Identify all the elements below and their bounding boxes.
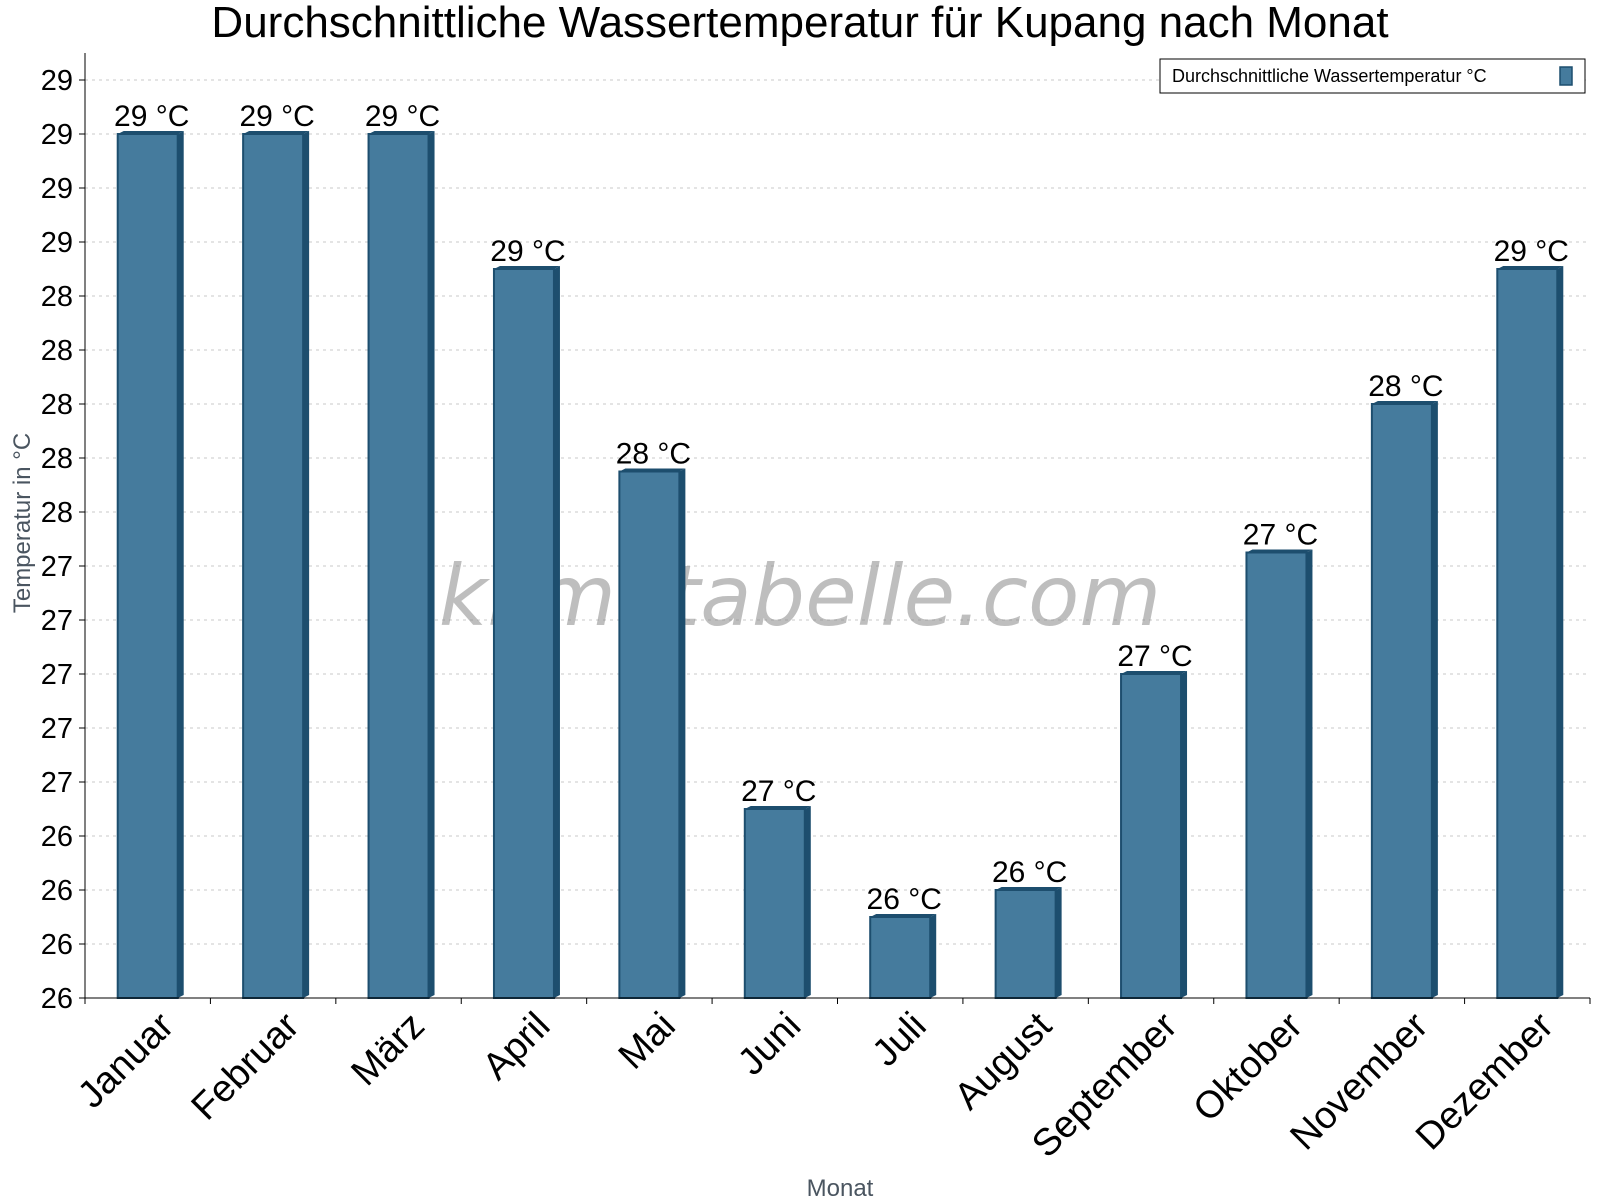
x-tick-label: April [475, 1005, 558, 1088]
x-axis-title: Monat [807, 1175, 874, 1200]
data-label: 26 °C [992, 856, 1067, 889]
data-label: 29 °C [114, 100, 189, 133]
bar [367, 133, 430, 999]
legend-label: Durchschnittliche Wassertemperatur °C [1172, 66, 1487, 86]
legend-box [1159, 58, 1586, 94]
y-axis-title: Temperatur in °C [9, 433, 36, 613]
y-tick-label: 27 [41, 767, 73, 799]
x-tick-label: Februar [184, 1004, 308, 1128]
y-tick-label: 29 [41, 173, 73, 205]
bar [492, 268, 555, 999]
chart-title: Durchschnittliche Wassertemperatur für K… [211, 0, 1388, 47]
y-tick-label: 26 [41, 929, 73, 961]
legend: Durchschnittliche Wassertemperatur °C [1159, 58, 1586, 94]
data-label: 29 °C [490, 235, 565, 268]
data-label: 26 °C [867, 883, 942, 916]
data-labels: 29 °C 29 °C 29 °C 29 °C 28 °C 27 °C 26 °C 26 °C… [114, 100, 1569, 916]
bar [994, 889, 1057, 999]
y-tick-label: 27 [41, 659, 73, 691]
bar-side [1557, 266, 1564, 998]
bar [242, 133, 305, 999]
bar-side [804, 806, 811, 998]
y-tick-label: 28 [41, 335, 73, 367]
bar-side [553, 266, 560, 998]
bar [116, 133, 179, 999]
grid-lines [85, 79, 1590, 945]
bar [618, 470, 681, 999]
bar-side [1181, 671, 1188, 998]
y-tick-label: 29 [41, 119, 73, 151]
bar-side [679, 468, 686, 998]
bar [743, 808, 806, 999]
y-tick-label: 28 [41, 443, 73, 475]
x-tick-label: August [947, 1004, 1061, 1118]
bar-side [303, 131, 310, 998]
data-label: 27 °C [1117, 640, 1192, 673]
y-tick-label: 28 [41, 389, 73, 421]
y-tick-label: 27 [41, 551, 73, 583]
data-label: 29 °C [239, 100, 314, 133]
data-label: 29 °C [365, 100, 440, 133]
x-tick-label: März [343, 1005, 432, 1094]
y-tick-label: 27 [41, 713, 73, 745]
bar [1496, 268, 1559, 999]
data-label: 28 °C [616, 438, 691, 471]
data-label: 27 °C [1243, 519, 1318, 552]
data-label: 29 °C [1494, 235, 1569, 268]
y-tick-label: 26 [41, 821, 73, 853]
y-tick-label: 26 [41, 983, 73, 1015]
bar-side [1306, 549, 1313, 998]
bar [1120, 673, 1183, 999]
bar [1245, 551, 1308, 999]
bar-side [177, 131, 184, 998]
x-tick-label: Mai [611, 1005, 684, 1078]
data-label: 27 °C [741, 775, 816, 808]
bar-side [930, 914, 937, 998]
x-tick-label: Dezember [1408, 1004, 1562, 1158]
x-tick-label: Juni [730, 1005, 809, 1084]
y-tick-label: 27 [41, 605, 73, 637]
x-tick-label: Januar [70, 1004, 182, 1116]
bars [116, 131, 1564, 999]
y-tick-label: 28 [41, 281, 73, 313]
data-label: 28 °C [1368, 370, 1443, 403]
bar [869, 916, 932, 999]
bar [1370, 403, 1433, 999]
x-tick-label: Juli [865, 1005, 935, 1075]
y-tick-label: 28 [41, 497, 73, 529]
y-tick-label: 29 [41, 227, 73, 259]
y-tick-label: 26 [41, 875, 73, 907]
bar-side [1431, 401, 1438, 998]
y-tick-label: 29 [41, 65, 73, 97]
legend-swatch [1559, 66, 1573, 86]
bar-side [428, 131, 435, 998]
bar-side [1055, 887, 1062, 998]
x-tick-label: Oktober [1186, 1004, 1312, 1130]
